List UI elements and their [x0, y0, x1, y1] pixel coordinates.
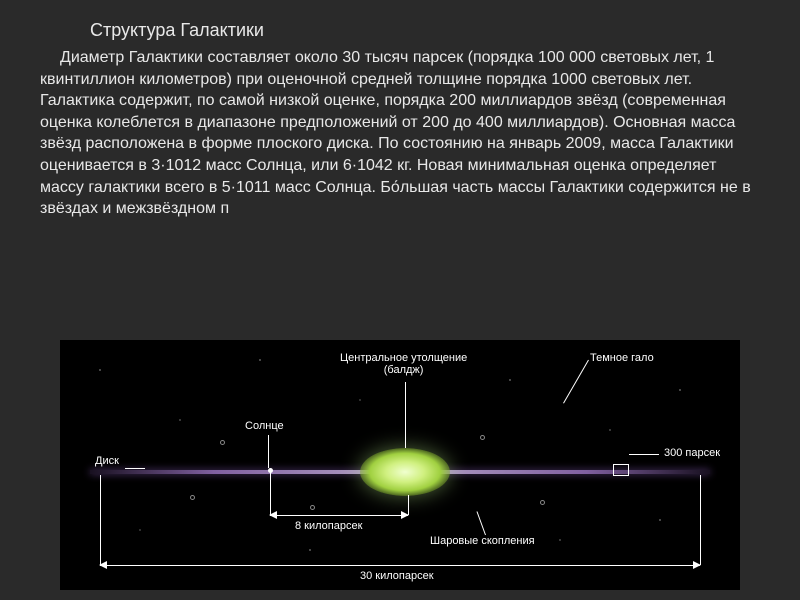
- halo-marker: [220, 440, 225, 445]
- leader-line: [405, 382, 406, 448]
- leader-line: [629, 454, 659, 455]
- galaxy-bulge: [360, 448, 450, 496]
- label-disk: Диск: [95, 455, 119, 467]
- slide-title: Структура Галактики: [90, 20, 760, 41]
- leader-line: [100, 475, 101, 565]
- slide-body: Диаметр Галактики составляет около 30 ты…: [40, 47, 760, 220]
- halo-marker: [190, 495, 195, 500]
- halo-marker: [480, 435, 485, 440]
- halo-marker: [540, 500, 545, 505]
- label-dark-halo: Темное гало: [590, 352, 654, 364]
- leader-line: [270, 472, 271, 515]
- leader-line: [268, 435, 269, 468]
- arrow-30kpc: [100, 565, 700, 566]
- thickness-bracket: [613, 464, 629, 476]
- label-300-parsec: 300 парсек: [664, 447, 720, 459]
- label-bulge-line1: Центральное утолщение: [340, 352, 467, 364]
- label-bulge-line2: (балдж): [340, 364, 467, 376]
- leader-line: [700, 475, 701, 565]
- label-sun: Солнце: [245, 420, 284, 432]
- leader-line: [125, 468, 145, 469]
- label-30kpc: 30 килопарсек: [360, 570, 434, 582]
- galaxy-diagram: Центральное утолщение (балдж) Темное гал…: [60, 340, 740, 590]
- label-bulge: Центральное утолщение (балдж): [340, 352, 467, 376]
- halo-marker: [310, 505, 315, 510]
- label-globular: Шаровые скопления: [430, 535, 535, 547]
- label-8kpc: 8 килопарсек: [295, 520, 362, 532]
- arrow-8kpc: [270, 515, 408, 516]
